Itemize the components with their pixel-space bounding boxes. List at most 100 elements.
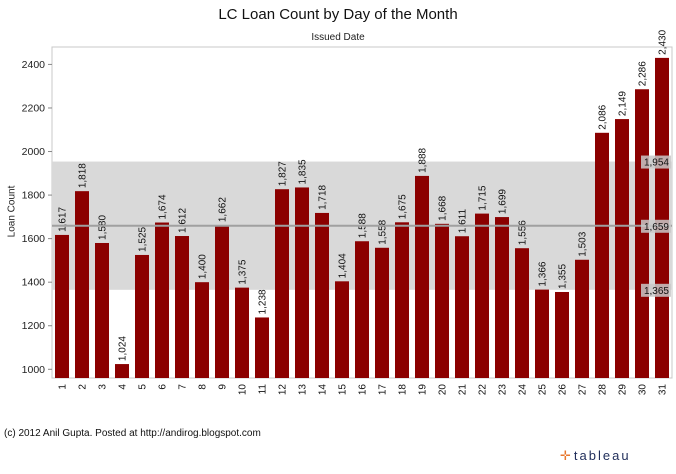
tableau-logo: ✛ tableau [560,448,631,464]
bar [215,225,229,378]
x-tick-label: 17 [378,384,389,396]
bar [495,217,509,378]
x-tick-label: 7 [178,384,189,390]
bar [115,364,129,378]
bar [75,191,89,378]
bar-value-label: 1,024 [118,336,129,361]
bar-value-label: 1,612 [178,208,189,233]
band-lower-label-box [641,283,671,297]
x-tick-label: 25 [538,384,549,396]
x-tick-label: 12 [278,384,289,396]
bar-value-label: 1,675 [398,194,409,219]
band-upper-label: 1,954 [644,158,669,169]
y-tick-label: 1000 [22,364,46,376]
credit-text: (c) 2012 Anil Gupta. Posted at http://an… [4,428,261,439]
bar-value-label: 1,662 [218,197,229,222]
x-tick-label: 10 [238,384,249,396]
bar [235,287,249,378]
y-tick-label: 2200 [22,102,46,114]
x-tick-label: 15 [338,384,349,396]
x-tick-label: 8 [198,384,209,390]
bar [175,236,189,378]
bar [255,317,269,378]
bar [635,89,649,378]
bar [95,242,109,378]
x-tick-label: 6 [158,384,169,390]
bar-value-label: 1,400 [198,254,209,279]
x-tick-label: 14 [318,384,329,396]
x-tick-label: 2 [78,384,89,390]
bar-value-label: 1,611 [458,209,469,234]
bar [575,259,589,378]
bar-value-label: 1,238 [258,289,269,314]
bar [355,241,369,378]
x-tick-label: 22 [478,384,489,396]
bar-value-label: 1,827 [278,161,289,186]
bar-value-label: 1,835 [298,159,309,184]
x-tick-label: 20 [438,384,449,396]
x-tick-label: 23 [498,384,509,396]
x-tick-label: 28 [598,384,609,396]
bar [535,289,549,378]
bar [475,213,489,378]
bar-value-label: 2,430 [658,29,669,54]
bar-value-label: 1,668 [438,195,449,220]
bar-value-label: 1,718 [318,184,329,209]
x-tick-label: 16 [358,384,369,396]
bar [655,57,669,379]
bar [275,189,289,378]
x-tick-label: 27 [578,384,589,396]
chart-title: LC Loan Count by Day of the Month [218,6,458,23]
bar [55,234,69,378]
bar [515,248,529,378]
x-tick-label: 31 [658,384,669,396]
reference-line-label: 1,659 [644,222,669,233]
x-tick-label: 1 [58,384,69,390]
bar [435,223,449,378]
bar-value-label: 1,580 [98,215,109,240]
x-tick-label: 13 [298,384,309,396]
bar-value-label: 1,366 [538,261,549,286]
bar-value-label: 1,558 [378,219,389,244]
x-tick-label: 9 [218,384,229,390]
band-lower-label: 1,365 [644,286,669,297]
x-tick-label: 19 [418,384,429,396]
reference-line-label-box [641,219,671,233]
x-tick-label: 4 [118,384,129,390]
bar [135,254,149,378]
x-tick-label: 18 [398,384,409,396]
bar-value-label: 2,086 [598,104,609,129]
x-tick-label: 30 [638,384,649,396]
y-tick-label: 1400 [22,277,46,289]
bar [315,212,329,378]
bar-value-label: 1,355 [558,264,569,289]
chart-subtitle: Issued Date [311,32,365,43]
bar [555,291,569,378]
bar [415,175,429,378]
bar [615,119,629,379]
y-tick-label: 1600 [22,233,46,245]
bar [295,187,309,378]
x-tick-label: 29 [618,384,629,396]
bar [595,132,609,378]
x-tick-label: 11 [258,384,269,395]
x-tick-label: 21 [458,384,469,396]
bar-value-label: 1,674 [158,194,169,219]
bar-value-label: 1,715 [478,185,489,210]
bar-value-label: 1,888 [418,147,429,172]
y-tick-label: 2400 [22,59,46,71]
bar-value-label: 1,503 [578,231,589,256]
bar-value-label: 1,525 [138,227,149,252]
tableau-plus-icon: ✛ [560,448,571,463]
bar-value-label: 2,286 [638,61,649,86]
bar [375,247,389,378]
bar-value-label: 1,818 [78,163,89,188]
band-upper-label-box [641,155,671,169]
y-tick-label: 2000 [22,146,46,158]
y-tick-label: 1800 [22,190,46,202]
x-tick-label: 3 [98,384,109,390]
x-tick-label: 5 [138,384,149,390]
bar-value-label: 2,149 [618,91,629,116]
bar-value-label: 1,617 [58,206,69,231]
